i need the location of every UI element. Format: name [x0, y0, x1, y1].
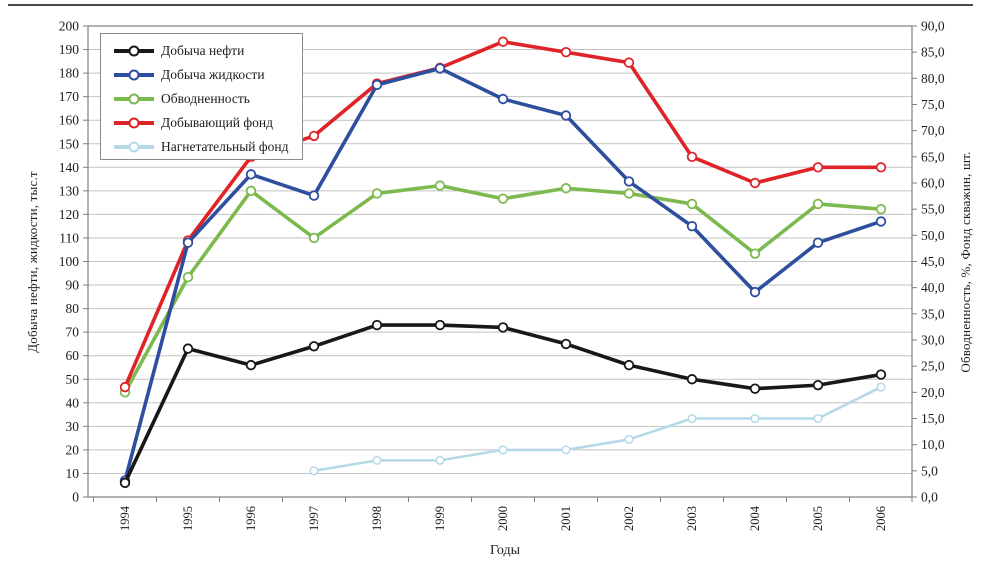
legend-swatch-producing-well-stock [114, 117, 154, 129]
svg-text:5,0: 5,0 [921, 463, 938, 478]
svg-text:20: 20 [66, 442, 80, 457]
svg-text:90,0: 90,0 [921, 19, 945, 34]
svg-text:1994: 1994 [118, 505, 132, 531]
chart-legend: Добыча нефти Добыча жидкости Обводненнос… [100, 33, 303, 160]
circle-marker-icon [128, 93, 140, 105]
svg-text:45,0: 45,0 [921, 254, 945, 269]
svg-text:1997: 1997 [307, 506, 321, 531]
x-axis-title: Годы [490, 543, 520, 558]
svg-text:150: 150 [59, 136, 80, 151]
svg-text:70,0: 70,0 [921, 123, 945, 138]
legend-swatch-liquid-production [114, 69, 154, 81]
svg-text:190: 190 [59, 42, 80, 57]
svg-text:110: 110 [59, 230, 79, 245]
svg-text:0: 0 [72, 490, 79, 505]
svg-text:25,0: 25,0 [921, 359, 945, 374]
svg-text:65,0: 65,0 [921, 149, 945, 164]
svg-text:10: 10 [66, 466, 80, 481]
legend-label-injection-well-stock: Нагнетательный фонд [161, 139, 289, 154]
svg-text:90: 90 [66, 278, 80, 293]
circle-marker-icon [128, 45, 140, 57]
svg-text:10,0: 10,0 [921, 437, 945, 452]
svg-text:1999: 1999 [433, 506, 447, 531]
circle-marker-icon [128, 141, 140, 153]
svg-text:140: 140 [59, 160, 80, 175]
svg-text:2003: 2003 [685, 506, 699, 531]
svg-text:60: 60 [66, 348, 80, 363]
svg-text:40: 40 [66, 395, 80, 410]
svg-text:1996: 1996 [244, 506, 258, 531]
circle-marker-icon [128, 69, 140, 81]
svg-text:130: 130 [59, 183, 80, 198]
right-axis-title: Обводненность, %, Фонд скважин, шт. [958, 151, 973, 373]
svg-text:30: 30 [66, 419, 80, 434]
legend-item-injection-well-stock: Нагнетательный фонд [114, 135, 302, 159]
legend-swatch-water-cut [114, 93, 154, 105]
svg-text:2000: 2000 [496, 506, 510, 531]
svg-text:100: 100 [59, 254, 80, 269]
svg-text:180: 180 [59, 66, 80, 81]
legend-swatch-oil-production [114, 45, 154, 57]
svg-text:2001: 2001 [559, 506, 573, 531]
legend-item-water-cut: Обводненность [114, 87, 302, 111]
svg-text:50: 50 [66, 372, 80, 387]
svg-text:55,0: 55,0 [921, 202, 945, 217]
svg-text:0,0: 0,0 [921, 490, 938, 505]
legend-item-liquid-production: Добыча жидкости [114, 63, 302, 87]
svg-text:200: 200 [59, 19, 80, 34]
legend-label-producing-well-stock: Добывающий фонд [161, 115, 273, 130]
page-top-border [8, 4, 973, 6]
svg-text:2005: 2005 [811, 506, 825, 531]
svg-text:160: 160 [59, 113, 80, 128]
svg-text:2006: 2006 [874, 506, 888, 531]
svg-text:120: 120 [59, 207, 80, 222]
legend-label-water-cut: Обводненность [161, 91, 250, 106]
left-axis-title: Добыча нефти, жидкости, тыс.т [25, 171, 40, 353]
svg-text:2004: 2004 [748, 505, 762, 531]
legend-item-producing-well-stock: Добывающий фонд [114, 111, 302, 135]
circle-marker-icon [128, 117, 140, 129]
svg-text:85,0: 85,0 [921, 45, 945, 60]
svg-text:80,0: 80,0 [921, 71, 945, 86]
legend-item-oil-production: Добыча нефти [114, 39, 302, 63]
legend-label-liquid-production: Добыча жидкости [161, 67, 265, 82]
svg-text:70: 70 [66, 325, 80, 340]
svg-text:75,0: 75,0 [921, 97, 945, 112]
svg-text:15,0: 15,0 [921, 411, 945, 426]
svg-text:80: 80 [66, 301, 80, 316]
svg-text:60,0: 60,0 [921, 176, 945, 191]
legend-swatch-injection-well-stock [114, 141, 154, 153]
svg-text:50,0: 50,0 [921, 228, 945, 243]
svg-text:35,0: 35,0 [921, 306, 945, 321]
svg-text:20,0: 20,0 [921, 385, 945, 400]
svg-text:1995: 1995 [181, 506, 195, 531]
svg-text:170: 170 [59, 89, 80, 104]
svg-text:40,0: 40,0 [921, 280, 945, 295]
svg-text:1998: 1998 [370, 506, 384, 531]
legend-label-oil-production: Добыча нефти [161, 43, 245, 58]
svg-text:30,0: 30,0 [921, 333, 945, 348]
svg-text:2002: 2002 [622, 506, 636, 531]
